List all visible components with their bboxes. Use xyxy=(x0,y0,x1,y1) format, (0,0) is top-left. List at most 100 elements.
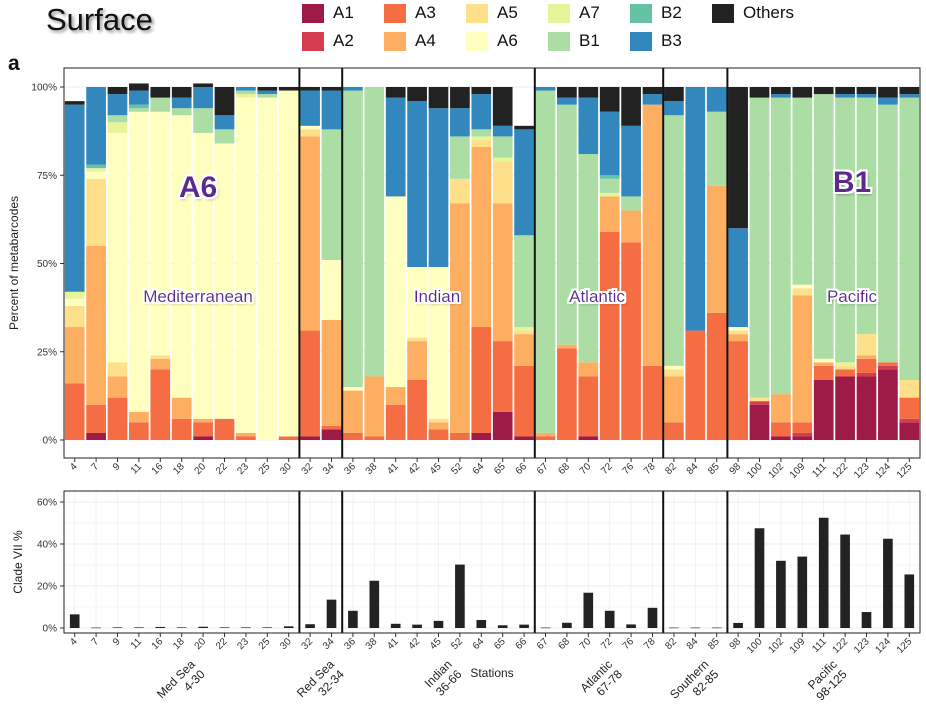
clade-bar xyxy=(390,623,401,628)
x-tick-label: 66 xyxy=(514,461,530,477)
bar-segment-a7 xyxy=(514,327,534,331)
legend-swatch xyxy=(384,31,406,51)
legend-label: A2 xyxy=(333,31,354,50)
bar-segment-a3 xyxy=(193,422,213,437)
legend-label: B3 xyxy=(661,31,682,50)
y-axis-label: Percent of metabarcodes xyxy=(7,196,21,330)
bar-segment-a4 xyxy=(300,136,320,331)
x-tick-label: 42 xyxy=(407,636,423,652)
bar-segment-a3 xyxy=(685,330,706,440)
x-tick-label: 9 xyxy=(111,461,123,473)
bar-segment-a4 xyxy=(385,387,406,405)
x-tick-label: 18 xyxy=(171,461,187,477)
legend-label: A6 xyxy=(497,31,518,50)
legend-label: A4 xyxy=(415,31,436,50)
bar-segment-b1 xyxy=(321,129,342,260)
bar-segment-a5 xyxy=(492,161,513,204)
bar-segment-others xyxy=(321,87,342,91)
clade-bar xyxy=(198,626,208,628)
bar-segment-a3 xyxy=(706,312,727,440)
bar-segment-others xyxy=(749,87,770,98)
clade-bar xyxy=(626,624,636,628)
bar-segment-b1 xyxy=(792,97,813,285)
bar-segment-b3 xyxy=(321,90,342,130)
x-tick-label: 76 xyxy=(621,461,637,477)
plot-frame xyxy=(63,490,921,634)
bar-segment-b1 xyxy=(150,97,171,112)
bar-segment-a6 xyxy=(407,267,427,338)
x-tick-label: 22 xyxy=(214,461,230,477)
clade-bar xyxy=(776,560,786,628)
bar-segment-others xyxy=(813,87,834,95)
bar-segment-a4 xyxy=(171,397,192,419)
legend-label: A3 xyxy=(415,3,436,22)
annotation-indian: Indian xyxy=(414,287,460,306)
bar-segment-b3 xyxy=(706,87,727,112)
y-tick-label: 0% xyxy=(43,624,58,635)
bar-segment-a3 xyxy=(899,397,920,419)
bar-segment-a5 xyxy=(514,330,534,335)
bar-segment-b3 xyxy=(450,108,470,137)
bar-segment-others xyxy=(300,87,320,91)
bar-segment-a3 xyxy=(450,432,470,440)
bar-segment-b3 xyxy=(642,94,663,105)
bar-segment-others xyxy=(728,87,748,229)
bar-segment-a6 xyxy=(385,196,406,388)
bar-segment-b3 xyxy=(557,97,577,105)
annotation-pacific: Pacific xyxy=(827,287,878,306)
x-tick-label: 123 xyxy=(852,636,872,656)
x-axis-top: 4 7 9 11 16 18 20 22 23 25 30 32 34 36 38 41 42 45 52 64 65 6… xyxy=(68,458,915,481)
legend-item-a3: A3 xyxy=(384,1,436,25)
x-tick-label: 109 xyxy=(788,461,808,481)
bar-segment-a3 xyxy=(171,418,192,440)
x-tick-label: 84 xyxy=(685,461,701,477)
bar-segment-a3 xyxy=(214,418,235,440)
bar-segment-b1 xyxy=(214,129,235,144)
bar-segment-a4 xyxy=(407,341,427,380)
bar-segment-a3 xyxy=(813,365,834,380)
x-tick-label: 52 xyxy=(449,461,465,477)
clade-bar xyxy=(176,627,187,628)
bar-segment-b3 xyxy=(835,94,855,98)
bar-segment-a6 xyxy=(321,259,342,320)
bar-segment-a6 xyxy=(193,132,213,419)
legend-label: Others xyxy=(743,3,795,22)
bar-segment-a1 xyxy=(300,436,320,440)
x-tick-label: 76 xyxy=(621,636,637,652)
bar-segment-b3 xyxy=(193,87,213,109)
bar-segment-b3 xyxy=(621,125,641,197)
bar-segment-a3 xyxy=(856,358,877,373)
bar-segment-others xyxy=(856,87,877,95)
bar-segment-b1 xyxy=(599,178,620,193)
bar-segment-a4 xyxy=(150,358,171,370)
bar-segment-b1 xyxy=(193,108,213,133)
bar-segment-others xyxy=(385,87,406,98)
bar-segment-a5 xyxy=(664,369,684,377)
bar-segment-a3 xyxy=(792,422,813,433)
bar-segment-others xyxy=(64,101,85,105)
legend-item-b2: B2 xyxy=(630,1,682,25)
x-tick-label: 11 xyxy=(129,461,144,476)
region-label: Med Sea4-30 xyxy=(154,657,208,711)
bar-segment-a5 xyxy=(407,337,427,342)
bar-segment-a6 xyxy=(214,143,235,419)
x-tick-label: 98 xyxy=(728,636,744,652)
x-tick-label: 68 xyxy=(556,461,572,477)
bar-segment-b3 xyxy=(171,97,192,109)
bar-segment-others xyxy=(150,87,171,98)
bar-segment-a4 xyxy=(321,319,342,426)
bar-segment-a5 xyxy=(86,178,106,246)
x-tick-label: 65 xyxy=(492,636,508,652)
bar-segment-a1 xyxy=(749,404,770,440)
bar-segment-a6 xyxy=(236,97,256,433)
clade-bar xyxy=(497,625,508,628)
x-tick-label: 123 xyxy=(852,461,872,481)
bar-segment-a3 xyxy=(578,376,599,437)
x-tick-label: 122 xyxy=(831,461,851,481)
x-tick-label: 124 xyxy=(873,636,893,656)
legend-item-others: Others xyxy=(712,1,794,25)
bar-segment-a1 xyxy=(835,376,855,440)
x-tick-label: 67 xyxy=(535,636,551,652)
bar-segment-a3 xyxy=(514,365,534,437)
x-tick-label: 32 xyxy=(300,461,316,477)
